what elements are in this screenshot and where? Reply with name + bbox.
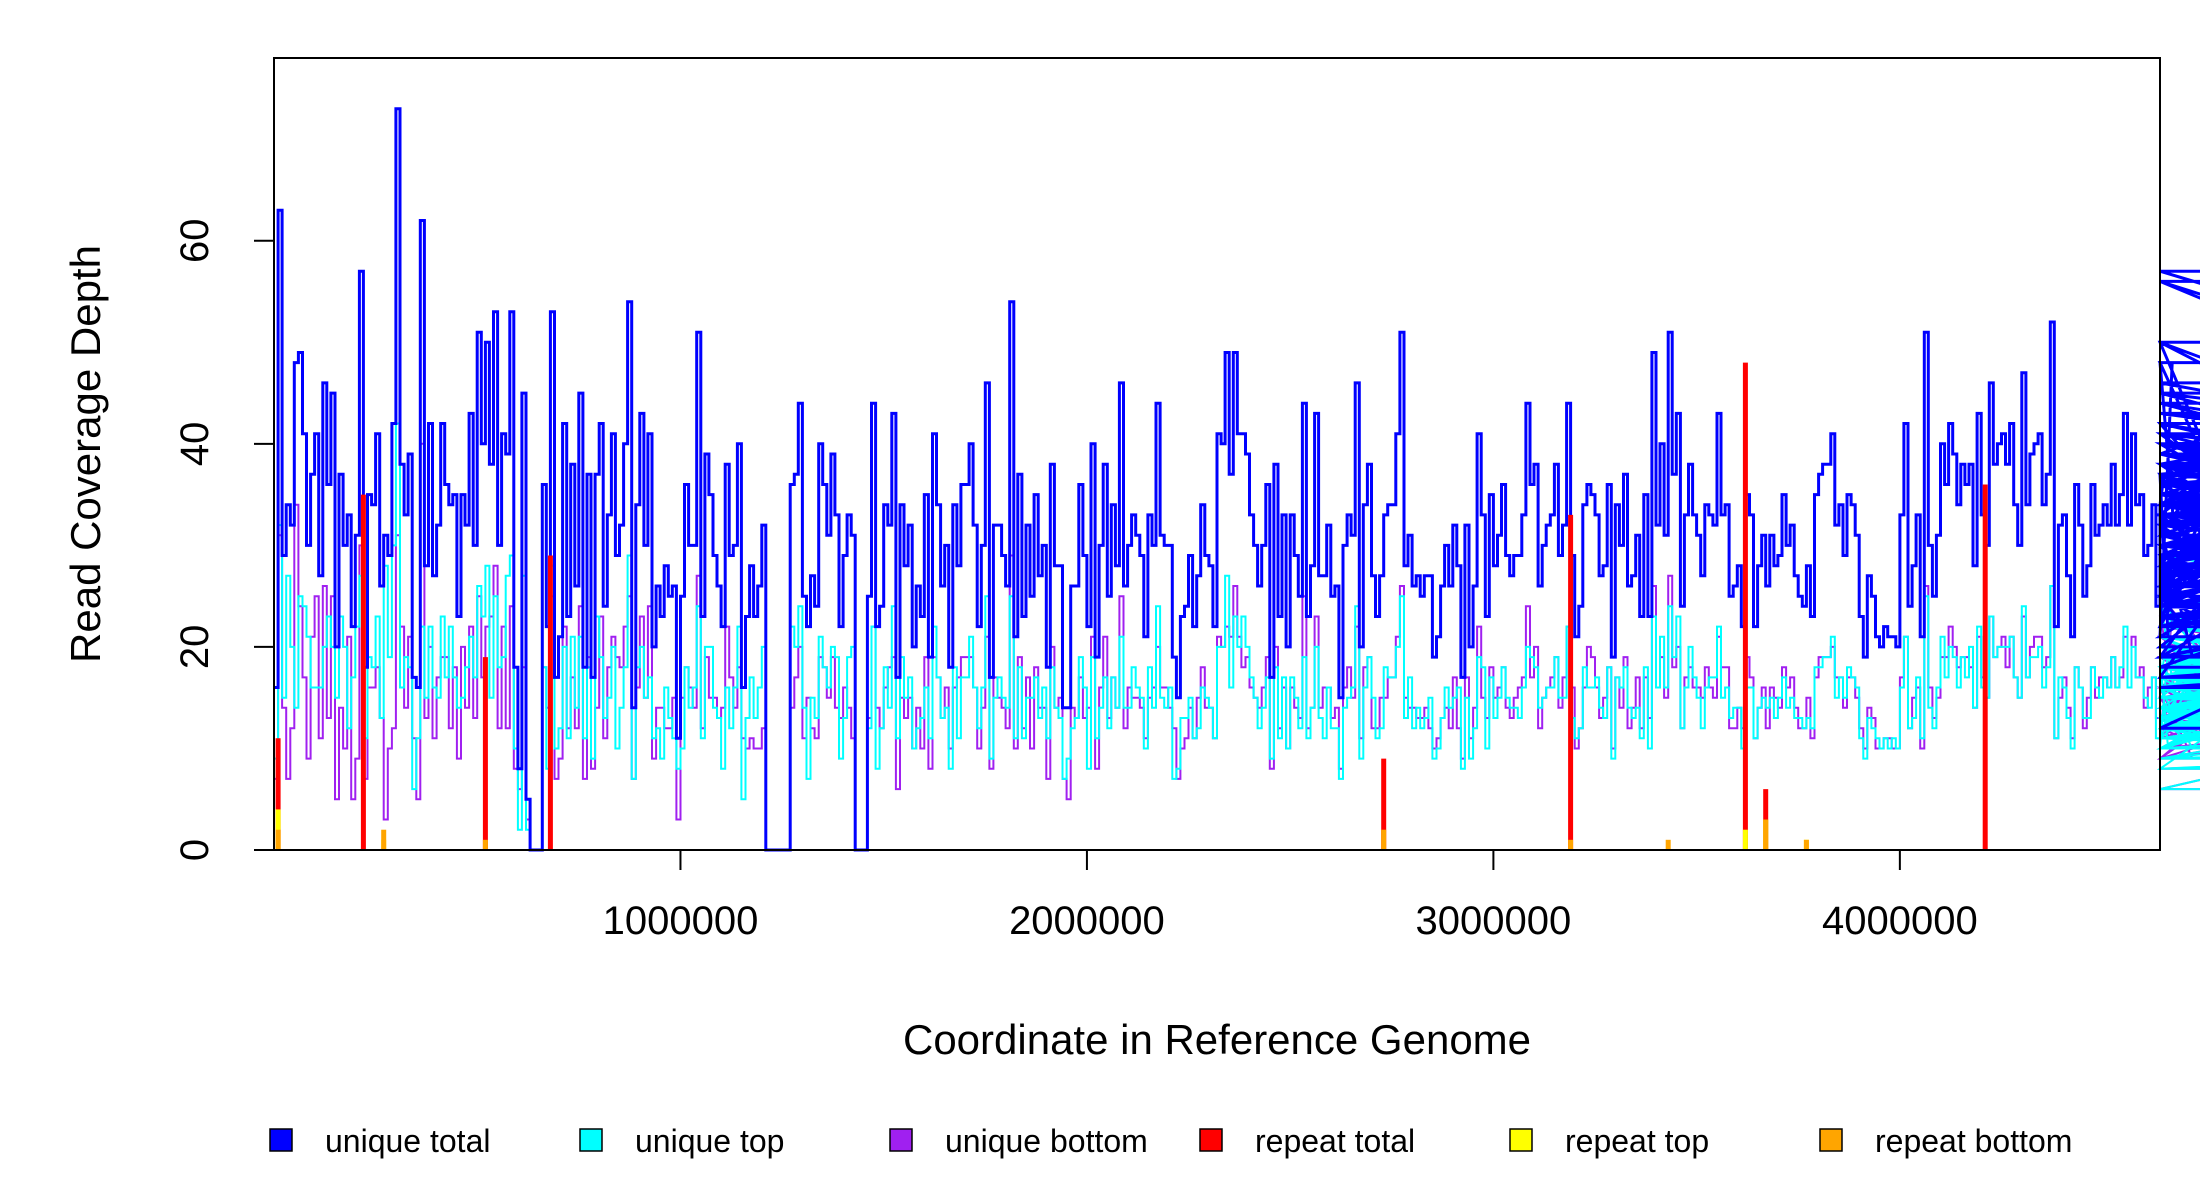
series-line-unique-top <box>274 422 2200 851</box>
plot-frame <box>273 57 2161 851</box>
y-tick-label: 20 <box>173 625 217 670</box>
legend-label: unique total <box>325 1123 490 1159</box>
legend-label: unique bottom <box>945 1123 1148 1159</box>
series-line-unique-bottom <box>274 442 2200 851</box>
legend-swatch <box>269 1128 293 1152</box>
legend-swatch <box>579 1128 603 1152</box>
y-tick-label: 40 <box>173 422 217 467</box>
legend-label: repeat bottom <box>1875 1123 2072 1159</box>
x-tick-label: 3000000 <box>1416 899 1572 943</box>
legend-swatch <box>1199 1128 1223 1152</box>
x-tick-label: 1000000 <box>603 899 759 943</box>
legend-swatch <box>1819 1128 1843 1152</box>
legend-label: unique top <box>635 1123 784 1159</box>
legend-label: repeat total <box>1255 1123 1415 1159</box>
legend: unique total unique top unique bottom repea… <box>269 1123 2072 1159</box>
y-axis-title: Read Coverage Depth <box>62 245 109 663</box>
x-axis-title: Coordinate in Reference Genome <box>903 1016 1531 1063</box>
series-line-unique-total <box>274 107 2200 852</box>
x-tick-label: 2000000 <box>1009 899 1165 943</box>
x-axis: 1000000 2000000 3000000 4000000 <box>603 850 1978 943</box>
y-axis: 0 20 40 60 <box>173 219 274 861</box>
legend-swatch <box>1509 1128 1533 1152</box>
legend-swatch <box>889 1128 913 1152</box>
y-tick-label: 60 <box>173 219 217 264</box>
y-tick-label: 0 <box>173 839 217 861</box>
legend-label: repeat top <box>1565 1123 1709 1159</box>
x-tick-label: 4000000 <box>1822 899 1978 943</box>
